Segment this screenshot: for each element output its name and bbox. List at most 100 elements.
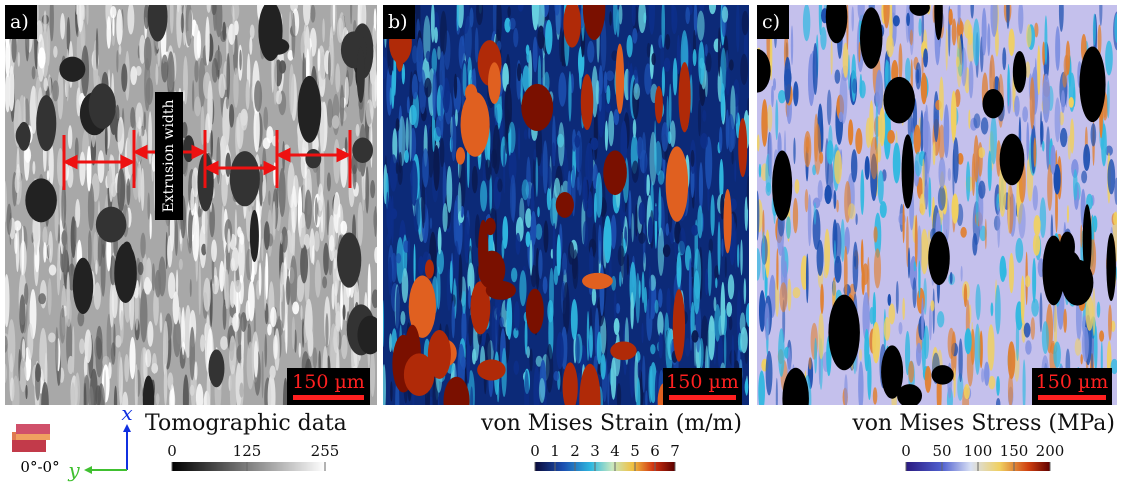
texture — [848, 203, 856, 219]
texture — [3, 181, 6, 223]
texture — [382, 364, 386, 413]
texture — [138, 117, 141, 137]
texture — [372, 289, 379, 308]
texture — [651, 53, 655, 65]
texture — [865, 156, 870, 180]
texture — [727, 114, 734, 152]
texture — [286, 276, 291, 305]
texture — [250, 25, 255, 39]
texture — [390, 381, 392, 401]
texture — [173, 319, 181, 358]
texture — [888, 294, 892, 306]
texture — [9, 65, 15, 111]
texture — [562, 283, 564, 301]
texture — [997, 203, 1000, 248]
texture — [503, 145, 505, 193]
texture — [666, 288, 670, 316]
colorbar-title: von Mises Strain (m/m) — [480, 411, 742, 436]
texture — [205, 17, 209, 66]
texture — [1042, 236, 1064, 306]
texture — [1091, 123, 1097, 146]
texture — [507, 6, 510, 17]
texture — [577, 177, 580, 191]
texture — [635, 204, 637, 237]
texture — [632, 0, 636, 26]
texture — [357, 316, 382, 355]
texture — [699, 162, 703, 211]
texture — [152, 263, 155, 291]
texture — [771, 85, 774, 107]
texture — [519, 270, 526, 306]
texture — [208, 349, 224, 387]
texture — [281, 272, 284, 303]
texture — [776, 378, 778, 417]
texture — [582, 176, 587, 211]
texture — [583, 221, 589, 247]
texture — [452, 300, 455, 338]
colorbar-title: Tomographic data — [145, 411, 347, 436]
texture — [497, 382, 499, 403]
texture — [873, 387, 878, 404]
texture — [412, 45, 418, 63]
texture — [860, 169, 864, 215]
texture — [860, 7, 882, 68]
texture — [345, 77, 349, 105]
texture — [1108, 304, 1112, 340]
texture — [588, 191, 592, 217]
texture — [902, 134, 914, 208]
texture — [1067, 205, 1069, 223]
texture — [793, 198, 798, 234]
texture — [235, 117, 240, 159]
texture — [831, 41, 833, 75]
texture — [982, 8, 987, 56]
texture — [552, 142, 556, 165]
texture — [232, 6, 234, 56]
texture — [322, 276, 327, 288]
colorbar-tick-label: 2 — [570, 442, 580, 460]
texture — [1064, 55, 1070, 77]
texture — [168, 372, 174, 390]
texture — [648, 366, 652, 403]
texture — [964, 384, 970, 399]
texture — [73, 258, 93, 314]
texture — [988, 151, 992, 192]
texture — [879, 108, 885, 147]
texture — [35, 363, 41, 382]
texture — [124, 354, 129, 382]
texture — [462, 35, 464, 46]
texture — [144, 111, 146, 130]
texture — [107, 16, 112, 49]
texture — [1031, 299, 1039, 317]
texture — [813, 43, 818, 95]
texture — [610, 341, 636, 360]
texture — [1044, 15, 1047, 65]
texture — [268, 190, 271, 205]
texture — [906, 13, 910, 26]
texture — [299, 343, 302, 358]
texture — [820, 284, 824, 314]
texture — [300, 244, 308, 283]
texture — [839, 112, 844, 122]
texture — [323, 243, 329, 276]
texture — [697, 205, 703, 238]
texture — [411, 160, 418, 206]
texture — [117, 117, 124, 154]
texture — [225, 153, 231, 177]
texture — [332, 94, 339, 136]
texture — [1025, 275, 1030, 287]
texture — [313, 347, 318, 368]
texture — [428, 330, 451, 379]
texture — [568, 71, 571, 122]
texture — [374, 8, 377, 32]
texture — [391, 195, 394, 244]
texture — [1003, 266, 1007, 277]
texture — [96, 207, 126, 243]
texture — [729, 59, 734, 70]
texture — [860, 74, 863, 97]
texture — [780, 282, 788, 312]
texture — [793, 81, 798, 106]
texture — [694, 248, 701, 299]
texture — [357, 47, 365, 103]
texture — [49, 265, 57, 276]
texture — [36, 95, 56, 151]
